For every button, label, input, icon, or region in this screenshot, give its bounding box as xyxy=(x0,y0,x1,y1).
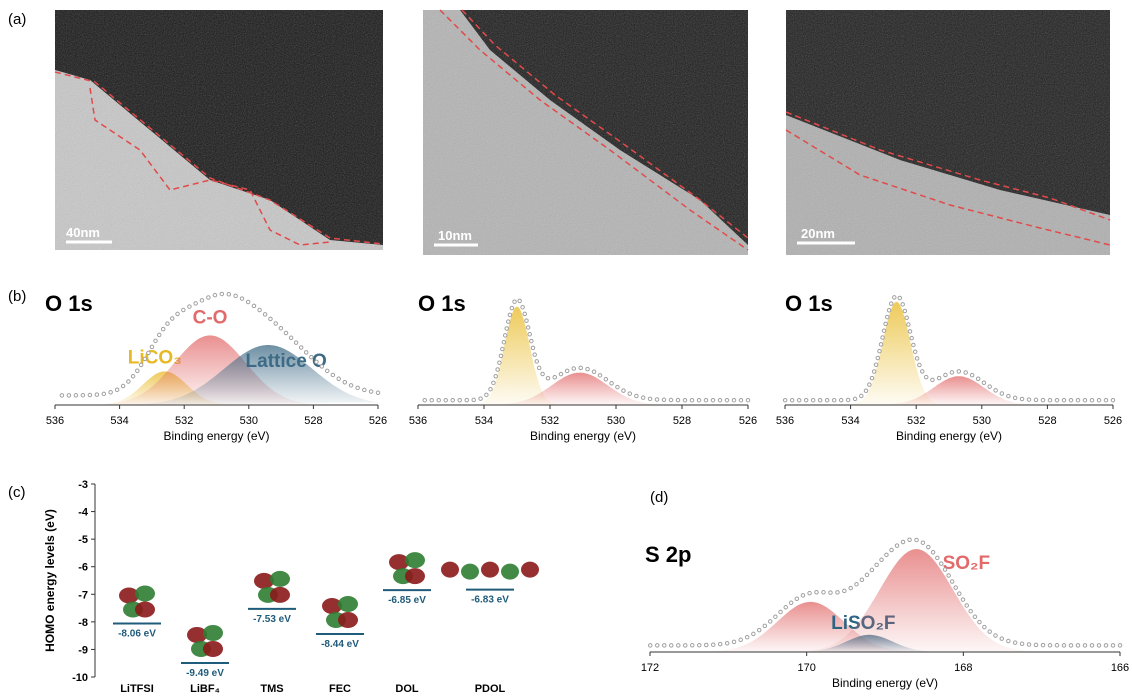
x-axis-label: Binding energy (eV) xyxy=(530,429,636,443)
y-tick-label: -7 xyxy=(78,589,88,601)
orbital-icon xyxy=(119,586,155,618)
scale-label: 10nm xyxy=(438,228,472,243)
panel-label: (c) xyxy=(8,484,26,501)
x-axis-label: Binding energy (eV) xyxy=(896,429,1002,443)
x-tick-label: 532 xyxy=(541,415,559,427)
image-noise xyxy=(55,10,383,250)
orbital-lobe xyxy=(405,552,425,568)
chart-title: O 1s xyxy=(785,291,833,316)
x-tick-label: 528 xyxy=(1038,415,1056,427)
scale-label: 40nm xyxy=(66,225,100,240)
y-tick-label: -10 xyxy=(72,672,88,684)
x-tick-label: 528 xyxy=(673,415,691,427)
orbital-lobe xyxy=(270,587,290,603)
peak-label: SO₂F xyxy=(943,553,991,574)
orbital-icon xyxy=(389,552,425,584)
orbital-lobe xyxy=(521,562,539,578)
chart-title: O 1s xyxy=(45,291,93,316)
orbital-icon xyxy=(254,571,290,603)
x-tick-label: 534 xyxy=(841,415,859,427)
peak-label: C-O xyxy=(193,307,228,328)
orbital-lobe xyxy=(135,586,155,602)
tem-image: 10nm xyxy=(423,10,748,255)
x-tick-label: 166 xyxy=(1111,662,1129,674)
y-tick-label: -8 xyxy=(78,617,88,629)
x-tick-label: 534 xyxy=(475,415,493,427)
x-tick-label: 536 xyxy=(409,415,427,427)
chart-title: O 1s xyxy=(418,291,466,316)
chart-title: S 2p xyxy=(645,542,691,567)
scale-label: 20nm xyxy=(801,226,835,241)
orbital-lobe xyxy=(338,596,358,612)
orbital-lobe xyxy=(135,602,155,618)
y-tick-label: -6 xyxy=(78,562,88,574)
x-tick-label: 170 xyxy=(797,662,815,674)
value-label: -6.85 eV xyxy=(388,595,426,606)
x-tick-label: 534 xyxy=(110,415,128,427)
y-tick-label: -5 xyxy=(78,534,88,546)
category-label: TMS xyxy=(260,683,283,695)
orbital-lobe xyxy=(203,641,223,657)
orbital-lobe xyxy=(441,562,459,578)
x-tick-label: 532 xyxy=(175,415,193,427)
value-label: -8.44 eV xyxy=(321,639,359,650)
category-label: LiTFSI xyxy=(120,683,154,695)
x-tick-label: 532 xyxy=(907,415,925,427)
orbital-lobe xyxy=(461,564,479,580)
category-label: FEC xyxy=(329,683,351,695)
image-noise xyxy=(786,10,1110,255)
y-tick-label: -4 xyxy=(78,507,89,519)
y-tick-label: -3 xyxy=(78,479,88,491)
x-tick-label: 526 xyxy=(369,415,387,427)
tem-image: 40nm xyxy=(55,10,383,250)
value-label: -6.83 eV xyxy=(471,595,509,606)
x-tick-label: 528 xyxy=(304,415,322,427)
y-tick-label: -9 xyxy=(78,644,88,656)
orbital-lobe xyxy=(338,612,358,628)
panel-label: (b) xyxy=(8,288,26,305)
x-tick-label: 530 xyxy=(607,415,625,427)
x-tick-label: 536 xyxy=(46,415,64,427)
x-tick-label: 530 xyxy=(240,415,258,427)
category-label: PDOL xyxy=(475,683,506,695)
x-tick-label: 536 xyxy=(776,415,794,427)
value-label: -8.06 eV xyxy=(118,629,156,640)
orbital-lobe xyxy=(405,568,425,584)
category-label: LiBF₄ xyxy=(190,683,220,695)
value-label: -7.53 eV xyxy=(253,614,291,625)
panel-label: (d) xyxy=(650,489,668,506)
x-axis-label: Binding energy (eV) xyxy=(163,429,269,443)
value-label: -9.49 eV xyxy=(186,668,224,679)
x-axis-label: Binding energy (eV) xyxy=(832,676,938,690)
orbital-lobe xyxy=(501,564,519,580)
x-tick-label: 526 xyxy=(1104,415,1122,427)
y-axis-label: HOMO energy levels (eV) xyxy=(43,509,57,652)
figure: (a) (b) (c) (d) 40nm 10nm 20nm LiCO₃C-OL… xyxy=(0,0,1132,697)
x-tick-label: 530 xyxy=(973,415,991,427)
orbital-icon xyxy=(187,625,223,657)
tem-image: 20nm xyxy=(786,10,1110,255)
panel-label: (a) xyxy=(8,11,26,28)
orbital-lobe xyxy=(203,625,223,641)
orbital-lobe xyxy=(270,571,290,587)
orbital-icon xyxy=(441,562,539,580)
x-tick-label: 526 xyxy=(739,415,757,427)
x-tick-label: 168 xyxy=(954,662,972,674)
orbital-lobe xyxy=(481,562,499,578)
category-label: DOL xyxy=(395,683,419,695)
x-tick-label: 172 xyxy=(641,662,659,674)
peak-area xyxy=(650,549,1120,652)
orbital-icon xyxy=(322,596,358,628)
